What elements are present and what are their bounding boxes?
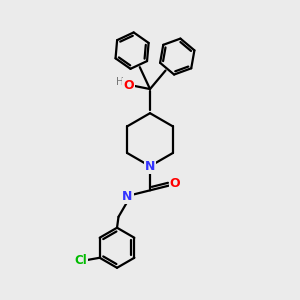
Text: O: O xyxy=(170,177,180,190)
Text: N: N xyxy=(122,190,133,203)
Text: O: O xyxy=(123,79,134,92)
Text: H: H xyxy=(116,77,124,87)
Text: N: N xyxy=(145,160,155,173)
Text: Cl: Cl xyxy=(74,254,87,267)
Text: H: H xyxy=(121,192,129,202)
